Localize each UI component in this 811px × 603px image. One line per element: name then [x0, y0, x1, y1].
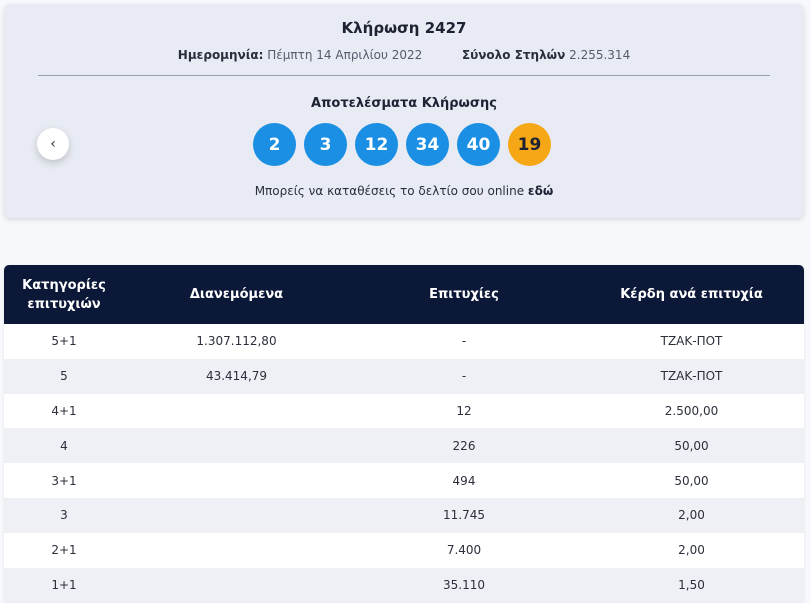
- cell-prize: 50,00: [674, 438, 709, 453]
- cell-category: 2+1: [51, 543, 77, 558]
- columns-label: Σύνολο Στηλών: [461, 48, 566, 62]
- cell-prize: ΤΖΑΚ-ΠΟΤ: [660, 334, 723, 349]
- cell-category: 4: [60, 438, 68, 453]
- number-ball: 3: [304, 123, 347, 166]
- previous-draw-button[interactable]: ‹: [37, 128, 69, 160]
- cell-prize: ΤΖΑΚ-ΠΟΤ: [660, 369, 723, 384]
- draw-meta: Ημερομηνία: Πέμπτη 14 Απριλίου 2022 Σύνο…: [4, 48, 804, 62]
- header-category: Κατηγορίες επιτυχιών: [22, 277, 106, 312]
- number-ball: 2: [253, 123, 296, 166]
- header-distributed: Διανεμόμενα: [189, 287, 284, 302]
- columns-value: 2.255.314: [569, 48, 631, 62]
- table-row: 1+1 35.110 1,50: [4, 567, 804, 603]
- cell-prize: 2,00: [678, 543, 705, 558]
- cell-category: 3+1: [51, 473, 77, 488]
- joker-ball: 19: [508, 123, 551, 166]
- cell-prize: 2.500,00: [664, 403, 719, 418]
- cell-winners: -: [461, 334, 467, 349]
- online-link[interactable]: εδώ: [527, 184, 554, 198]
- cell-category: 1+1: [51, 577, 77, 592]
- cell-winners: 11.745: [443, 508, 485, 523]
- table-row: 3+1 494 50,00: [4, 463, 804, 498]
- number-ball: 34: [406, 123, 449, 166]
- online-text: Μπορείς να καταθέσεις το δελτίο σου onli…: [4, 184, 804, 198]
- cell-distributed: 1.307.112,80: [196, 334, 277, 349]
- header-winners: Επιτυχίες: [429, 287, 499, 302]
- chevron-left-icon: ‹: [50, 136, 56, 152]
- date-label: Ημερομηνία:: [177, 48, 264, 62]
- number-ball: 40: [457, 123, 500, 166]
- table-row: 3 11.745 2,00: [4, 497, 804, 533]
- cell-category: 5+1: [51, 334, 77, 349]
- cell-winners: 7.400: [446, 543, 482, 558]
- cell-winners: 35.110: [443, 577, 485, 592]
- cell-prize: 50,00: [674, 473, 709, 488]
- cell-category: 4+1: [51, 403, 77, 418]
- header-prize: Κέρδη ανά επιτυχία: [620, 287, 763, 302]
- cell-category: 5: [60, 369, 68, 384]
- table-row: 4 226 50,00: [4, 428, 804, 464]
- cell-prize: 1,50: [678, 577, 705, 592]
- winning-numbers: 2 3 12 34 40 19: [253, 123, 551, 166]
- cell-prize: 2,00: [678, 508, 705, 523]
- number-ball: 12: [355, 123, 398, 166]
- table-row: 5+1 1.307.112,80 - ΤΖΑΚ-ΠΟΤ: [4, 324, 804, 359]
- table-row: 4+1 12 2.500,00: [4, 393, 804, 429]
- draw-title: Κλήρωση 2427: [341, 19, 467, 37]
- divider: [38, 75, 770, 76]
- cell-winners: 226: [452, 438, 476, 453]
- table-row: 2+1 7.400 2,00: [4, 532, 804, 568]
- online-message: Μπορείς να καταθέσεις το δελτίο σου onli…: [254, 184, 525, 198]
- cell-distributed: 43.414,79: [205, 369, 268, 384]
- results-table: Κατηγορίες επιτυχιών Διανεμόμενα Επιτυχί…: [4, 265, 804, 603]
- table-row: 5 43.414,79 - ΤΖΑΚ-ΠΟΤ: [4, 358, 804, 394]
- table-header: Κατηγορίες επιτυχιών Διανεμόμενα Επιτυχί…: [4, 265, 804, 324]
- cell-category: 3: [60, 508, 68, 523]
- date-value: Πέμπτη 14 Απριλίου 2022: [267, 48, 423, 62]
- results-title: Αποτελέσματα Κλήρωσης: [311, 96, 497, 111]
- cell-winners: -: [461, 369, 467, 384]
- cell-winners: 494: [452, 473, 476, 488]
- cell-winners: 12: [456, 403, 472, 418]
- draw-card: Κλήρωση 2427 Ημερομηνία: Πέμπτη 14 Απριλ…: [4, 4, 804, 218]
